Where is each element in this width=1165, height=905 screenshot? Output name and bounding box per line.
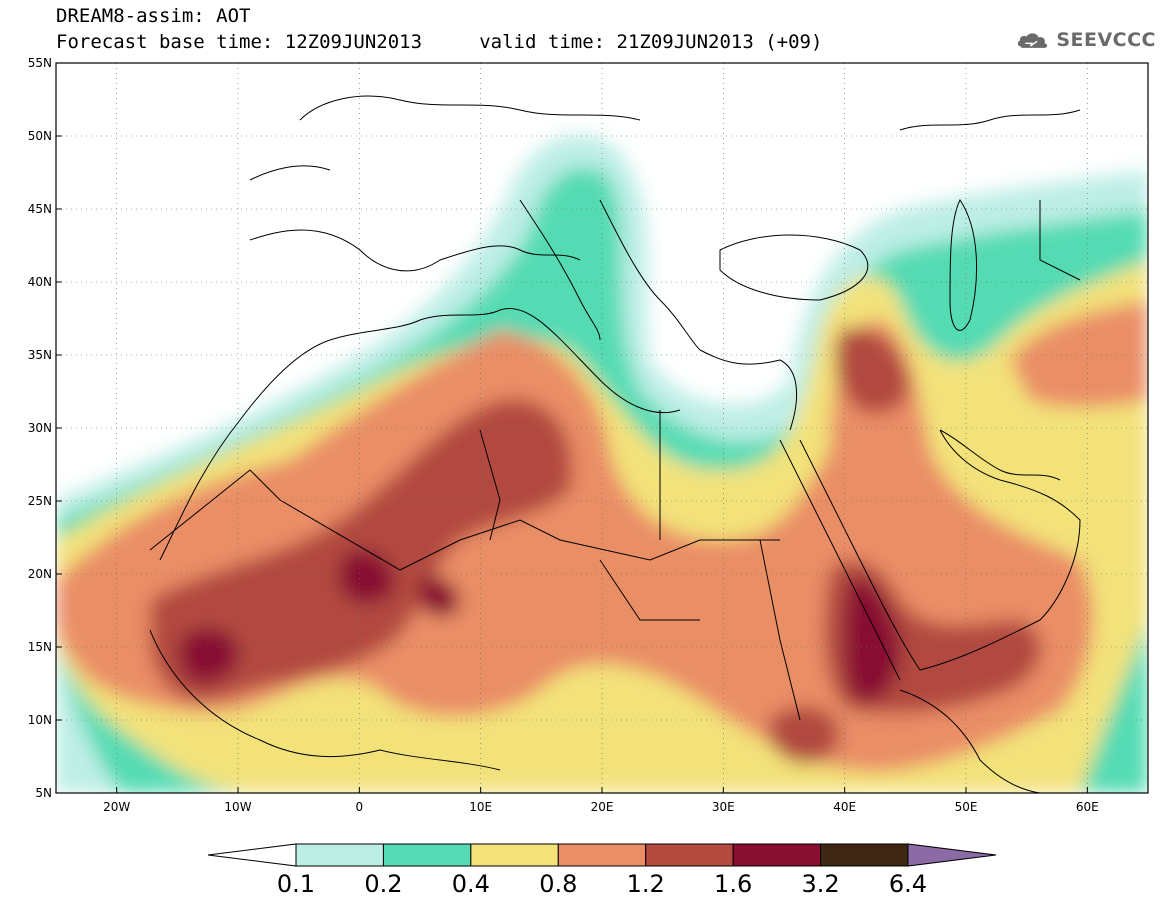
lat-tick-label: 5N	[35, 786, 52, 800]
colorbar-swatch	[382, 843, 472, 867]
colorbar-level-label: 1.2	[627, 870, 665, 898]
lon-tick-label: 50E	[955, 800, 978, 814]
lon-tick-label: 60E	[1076, 800, 1099, 814]
colorbar-swatch	[470, 843, 559, 867]
colorbar-swatch	[295, 843, 384, 867]
colorbar-swatch	[820, 843, 909, 867]
lat-tick-label: 55N	[28, 56, 52, 70]
colorbar-level-label: 0.1	[277, 870, 315, 898]
grid-lines	[56, 63, 1148, 793]
seevccc-logo: SEEVCCC	[1016, 24, 1156, 56]
lat-tick-label: 50N	[28, 129, 52, 143]
lat-tick-label: 35N	[28, 348, 52, 362]
lat-tick-label: 20N	[28, 567, 52, 581]
lon-tick-label: 20W	[103, 800, 130, 814]
latitude-axis: 5N 10N 15N 20N 25N 30N 35N 40N 45N 50N 55N	[28, 56, 62, 800]
lon-tick-label: 30E	[712, 800, 735, 814]
lat-tick-label: 30N	[28, 421, 52, 435]
colorbar: 0.1 0.2 0.4 0.8 1.2 1.6 3.2 6.4	[207, 843, 997, 898]
forecast-time-subtitle: Forecast base time: 12Z09JUN2013 valid t…	[56, 31, 823, 53]
colorbar-level-label: 0.2	[364, 870, 402, 898]
logo-text: SEEVCCC	[1056, 29, 1156, 51]
lon-tick-label: 20E	[591, 800, 614, 814]
colorbar-swatch	[557, 843, 647, 867]
colorbar-level-label: 0.4	[452, 870, 490, 898]
lat-tick-label: 25N	[28, 494, 52, 508]
longitude-axis: 20W 10W 0 10E 20E 30E 40E 50E 60E	[103, 787, 1099, 814]
lat-tick-label: 45N	[28, 202, 52, 216]
lat-tick-label: 10N	[28, 713, 52, 727]
lon-tick-label: 40E	[833, 800, 856, 814]
colorbar-swatch	[732, 843, 822, 867]
map-title: DREAM8-assim: AOT	[56, 5, 251, 27]
colorbar-level-label: 3.2	[801, 870, 839, 898]
colorbar-under-arrow	[207, 843, 297, 867]
lat-tick-label: 40N	[28, 275, 52, 289]
lat-tick-label: 15N	[28, 640, 52, 654]
colorbar-level-label: 6.4	[889, 870, 927, 898]
colorbar-swatch	[645, 843, 734, 867]
lon-tick-label: 0	[356, 800, 364, 814]
lon-tick-label: 10E	[469, 800, 492, 814]
lon-tick-label: 10W	[224, 800, 251, 814]
coastlines	[149, 95, 1081, 793]
colorbar-level-label: 1.6	[714, 870, 752, 898]
colorbar-over-arrow	[907, 843, 997, 867]
cloud-logo-icon	[1017, 33, 1048, 48]
colorbar-level-label: 0.8	[539, 870, 577, 898]
